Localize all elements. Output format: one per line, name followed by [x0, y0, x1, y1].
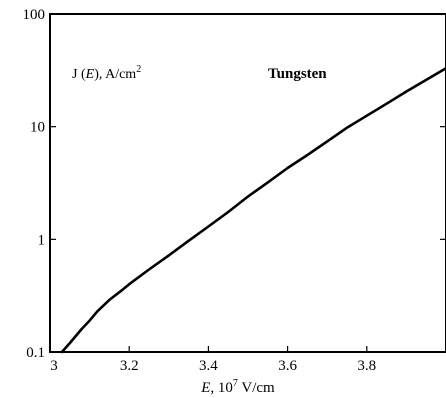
y-tick-label: 100: [23, 7, 46, 23]
series-annotation: Tungsten: [268, 66, 327, 82]
y-tick-label: 10: [30, 120, 45, 136]
tungsten-series-line: [60, 66, 446, 354]
x-tick-label: 3: [50, 358, 58, 374]
y-axis-label: J (E), A/cm2: [72, 64, 141, 82]
x-tick-label: 3.2: [120, 358, 139, 374]
x-tick-label: 3.6: [278, 358, 297, 374]
x-axis: 3 3.2 3.4 3.6 3.8: [49, 346, 376, 374]
x-axis-label: E, 107 V/cm: [200, 378, 275, 396]
y-tick-label: 1: [38, 232, 46, 248]
y-tick-label: 0.1: [26, 345, 45, 361]
x-tick-label: 3.8: [357, 358, 376, 374]
plot-frame: [49, 13, 446, 353]
x-tick-label: 3.4: [199, 358, 218, 374]
y-axis: 0.1 1 10 100: [23, 7, 446, 361]
